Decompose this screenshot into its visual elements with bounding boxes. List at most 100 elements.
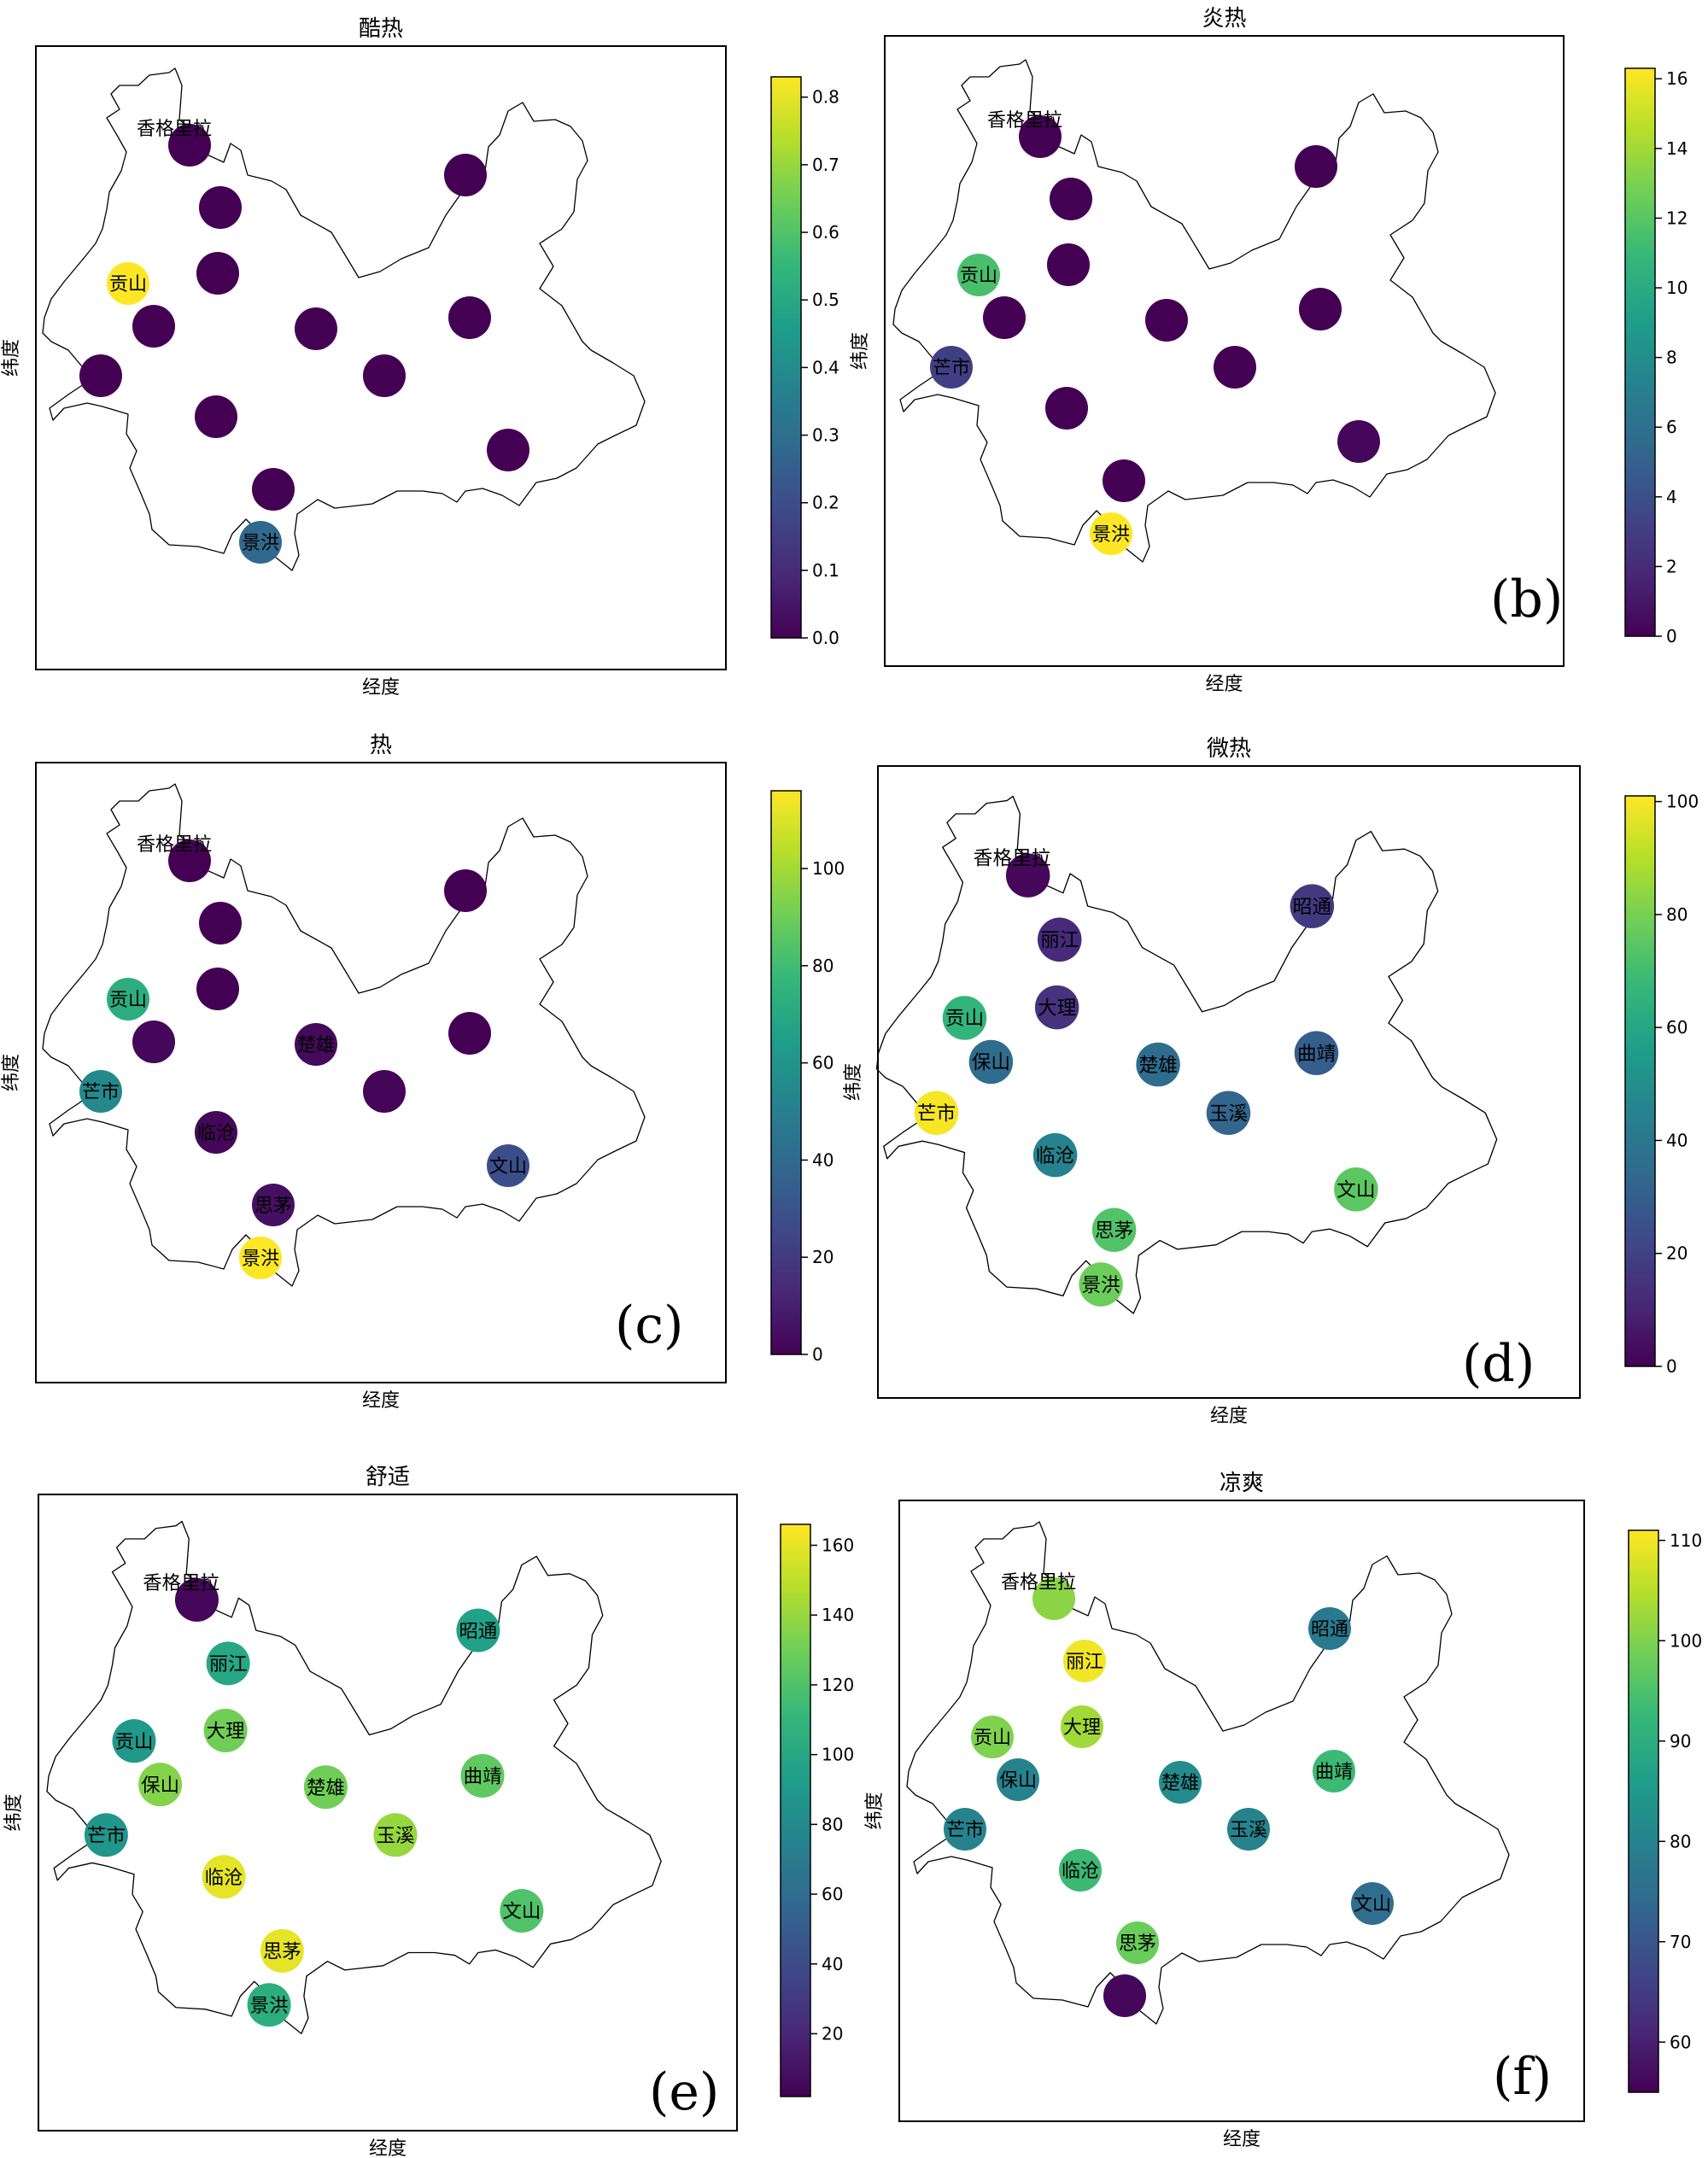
panel-title: 舒适 [366, 1465, 410, 1490]
colorbar-tick-label: 40 [822, 1954, 843, 1974]
y-axis-label: 纬度 [843, 1063, 864, 1101]
station-label: 香格里拉 [974, 848, 1051, 870]
colorbar-tick-label: 0.0 [812, 628, 839, 648]
station-marker [444, 869, 487, 912]
station-marker [199, 902, 242, 944]
station-marker [968, 1039, 1014, 1085]
station-marker [1061, 1705, 1103, 1748]
station-marker [132, 305, 175, 348]
station-label: 曲靖 [1297, 1043, 1336, 1065]
station-label: 楚雄 [1138, 1055, 1177, 1077]
station-label: 景洪 [250, 1995, 289, 2017]
colorbar-tick-label: 100 [1670, 1630, 1702, 1651]
plot-frame [884, 35, 1565, 667]
y-axis-label: 纬度 [1, 339, 22, 377]
colorbar-tick-label: 90 [1670, 1731, 1691, 1752]
colorbar-tick-label: 60 [812, 1053, 834, 1073]
station-label: 大理 [207, 1721, 245, 1743]
station-marker [1090, 512, 1132, 555]
colorbar-tick-label: 16 [1666, 68, 1688, 89]
colorbar-tick-label: 0 [1666, 1356, 1677, 1377]
panel-letter: (e) [649, 2062, 719, 2122]
colorbar [780, 1523, 811, 2097]
station-marker [373, 1813, 418, 1857]
y-axis-label: 纬度 [864, 1792, 886, 1829]
station-marker [1290, 884, 1335, 928]
colorbar-tick-label: 120 [822, 1675, 854, 1695]
station-marker [79, 1070, 122, 1113]
station-marker [1050, 178, 1092, 220]
colorbar-tick-label: 12 [1666, 208, 1688, 228]
colorbar-tick-label: 14 [1666, 138, 1688, 159]
station-marker [1214, 346, 1256, 389]
colorbar-tick-label: 20 [812, 1247, 834, 1267]
colorbar-tick-label: 8 [1666, 348, 1677, 368]
colorbar-tick-label: 20 [1666, 1243, 1688, 1264]
station-marker [1337, 420, 1380, 463]
station-marker [448, 1012, 491, 1055]
station-label: 临沧 [1062, 1861, 1099, 1882]
station-label: 昭通 [1311, 1619, 1348, 1640]
station-label: 芒市 [933, 358, 970, 379]
station-marker [107, 262, 149, 305]
station-label: 丽江 [209, 1653, 248, 1676]
plot-frame [898, 1500, 1585, 2122]
colorbar-tick-label: 40 [812, 1149, 834, 1170]
station-marker [1047, 243, 1090, 286]
station-label: 景洪 [1092, 524, 1130, 546]
station-label: 保山 [999, 1770, 1037, 1792]
station-marker [1334, 1167, 1378, 1212]
colorbar-tick-label: 160 [822, 1535, 854, 1556]
panels-root: 酷热经度纬度香格里拉贡山景洪0.00.10.20.30.40.50.60.70.… [1, 6, 1702, 2158]
station-marker [1032, 1577, 1075, 1620]
station-label: 临沧 [197, 1123, 235, 1144]
station-marker [1034, 985, 1079, 1030]
station-label: 香格里拉 [137, 834, 212, 856]
y-axis-label: 纬度 [1, 1054, 22, 1091]
station-marker [983, 296, 1026, 339]
station-marker [79, 354, 122, 397]
colorbar-tick-label: 0 [1666, 626, 1677, 646]
station-marker [112, 1719, 156, 1763]
station-marker [247, 1983, 291, 2027]
colorbar-tick-label: 60 [1670, 2032, 1691, 2052]
station-marker [997, 1758, 1039, 1801]
colorbar-tick-label: 110 [1670, 1530, 1702, 1551]
station-marker [84, 1813, 128, 1857]
station-marker [914, 1091, 959, 1135]
station-label: 丽江 [1066, 1652, 1103, 1673]
x-axis-label: 经度 [1210, 1406, 1248, 1427]
station-label: 临沧 [205, 1867, 243, 1889]
station-label: 贡山 [945, 1008, 984, 1030]
station-marker [1037, 917, 1082, 962]
colorbar-tick-label: 80 [812, 956, 834, 976]
colorbar-tick-label: 40 [1666, 1130, 1688, 1150]
station-marker [1005, 853, 1050, 898]
station-label: 贡山 [974, 1728, 1011, 1749]
station-marker [1206, 1091, 1251, 1135]
station-marker [1308, 1607, 1351, 1650]
province-outline [42, 783, 646, 1287]
station-marker [942, 996, 987, 1040]
station-marker [295, 1023, 337, 1066]
station-label: 景洪 [242, 533, 279, 554]
station-label: 芒市 [917, 1102, 956, 1125]
colorbar-tick-label: 100 [1666, 792, 1699, 812]
colorbar-tick-label: 80 [1666, 904, 1688, 925]
panel-title: 炎热 [1202, 6, 1246, 32]
x-axis-label: 经度 [362, 1390, 400, 1412]
colorbar-tick-label: 70 [1670, 1932, 1691, 1952]
station-marker [487, 1144, 529, 1187]
station-label: 昭通 [459, 1620, 497, 1642]
station-label: 香格里拉 [987, 110, 1062, 132]
station-marker [239, 521, 282, 564]
station-label: 文山 [502, 1901, 541, 1923]
colorbar-tick-label: 100 [812, 858, 845, 879]
station-marker [303, 1765, 348, 1810]
